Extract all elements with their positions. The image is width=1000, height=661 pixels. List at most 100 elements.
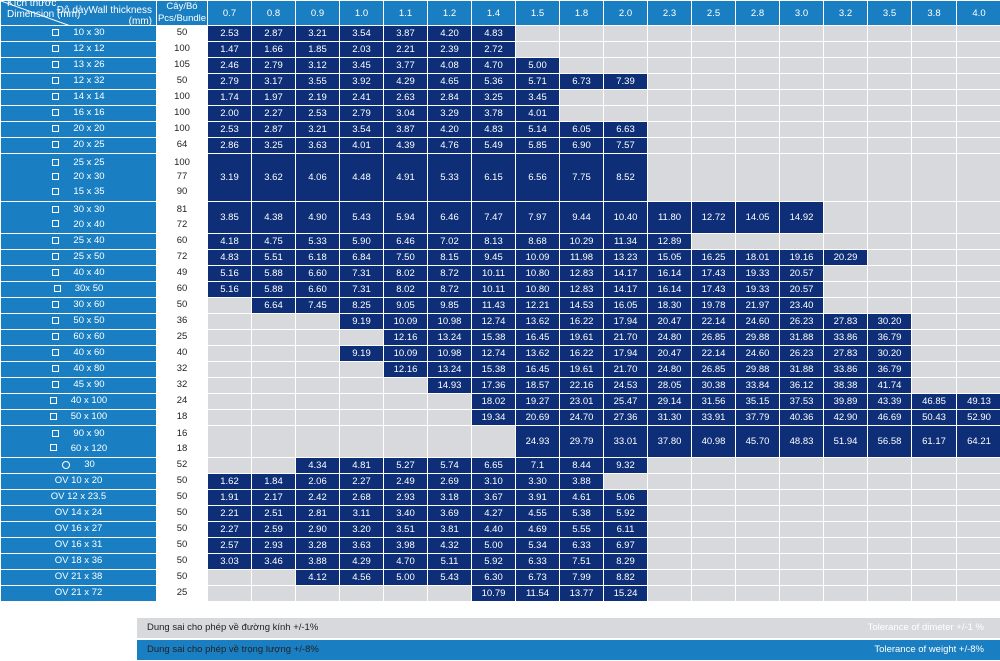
weight-cell: 6.84 [339, 249, 384, 266]
weight-cell: 22.14 [691, 313, 736, 330]
weight-cell: 46.85 [911, 393, 957, 410]
weight-cell: 8.52 [603, 153, 648, 202]
weight-cell: 3.18 [427, 489, 472, 506]
empty-cell [956, 153, 1000, 202]
weight-cell: 10.80 [515, 265, 560, 282]
empty-cell [823, 89, 868, 106]
weight-cell: 15.38 [471, 329, 516, 346]
pcs-cell: 81 72 [156, 201, 208, 234]
dimension-value: 13 x 26 [73, 59, 105, 71]
empty-cell [295, 409, 340, 426]
weight-cell: 6.97 [603, 537, 648, 554]
empty-cell [956, 457, 1000, 474]
dimension-cell: OV 16 x 31 [0, 537, 157, 554]
weight-cell: 6.46 [383, 233, 428, 250]
weight-cell: 2.17 [251, 489, 296, 506]
empty-cell [735, 585, 780, 602]
table-row: 25 x 40 60 4.18 4.75 5.33 5.90 6.46 7.02 8.13 8.6… [0, 233, 1000, 250]
empty-cell [603, 473, 648, 490]
weight-cell: 33.86 [823, 329, 868, 346]
table-row: OV 18 x 36 50 3.03 3.46 3.88 4.29 4.70 5.11 5.92… [0, 553, 1000, 570]
empty-cell [867, 153, 912, 202]
weight-cell: 1.47 [207, 41, 252, 58]
empty-cell [823, 233, 868, 250]
weight-cell: 3.21 [295, 25, 340, 42]
empty-cell [956, 137, 1000, 154]
weight-cell: 26.23 [779, 345, 824, 362]
dimension-line: 40 x 100 [2, 395, 156, 409]
weight-cell: 6.05 [559, 121, 604, 138]
empty-cell [823, 585, 868, 602]
empty-cell [956, 537, 1000, 554]
pcs-value: 32 [176, 379, 188, 391]
dimension-line: 50 x 50 [2, 315, 156, 329]
pcs-value: 50 [176, 27, 188, 39]
empty-cell [691, 121, 736, 138]
dimension-line: OV 18 x 36 [2, 555, 156, 569]
empty-cell [647, 569, 692, 586]
weight-cell: 9.44 [559, 201, 604, 234]
weight-cell: 26.85 [691, 361, 736, 378]
weight-cell: 10.11 [471, 281, 516, 298]
weight-cell: 3.17 [251, 73, 296, 90]
weight-cell: 2.51 [251, 505, 296, 522]
dimension-value: 30 [84, 459, 95, 471]
weight-cell: 19.33 [735, 265, 780, 282]
weight-cell: 3.77 [383, 57, 428, 74]
weight-cell: 6.30 [471, 569, 516, 586]
table-row: 40 x 80 32 12.16 13.24 15.38 16.45 19.61 21.70 2… [0, 361, 1000, 378]
weight-cell: 4.27 [471, 505, 516, 522]
empty-cell [823, 569, 868, 586]
empty-cell [735, 105, 780, 122]
thickness-col-1-5: 1.5 [515, 0, 560, 26]
table-row: OV 16 x 31 50 2.57 2.93 3.28 3.63 3.98 4.32 5.00… [0, 537, 1000, 554]
square-section-icon [52, 317, 60, 325]
weight-cell: 7.31 [339, 281, 384, 298]
weight-cell: 6.33 [559, 537, 604, 554]
weight-cell: 4.08 [427, 57, 472, 74]
dimension-value: 20 x 30 [73, 171, 105, 183]
table-body: 10 x 30 50 2.53 2.87 3.21 3.54 3.87 4.20 4.83 12 … [0, 25, 1000, 602]
dimension-cell: 45 x 90 [0, 377, 157, 394]
weight-cell: 37.53 [779, 393, 824, 410]
dimension-cell: 25 x 50 [0, 249, 157, 266]
empty-cell [956, 553, 1000, 570]
weight-cell: 36.79 [867, 361, 912, 378]
empty-cell [867, 233, 912, 250]
empty-cell [647, 121, 692, 138]
empty-cell [911, 553, 957, 570]
weight-cell: 5.51 [251, 249, 296, 266]
empty-cell [559, 25, 604, 42]
pcs-value: 105 [174, 59, 190, 71]
weight-cell: 7.99 [559, 569, 604, 586]
dimension-cell: 30 [0, 457, 157, 474]
table-row: 40 x 100 24 18.02 19.27 23.01 25.47 29.14 31.56… [0, 393, 1000, 410]
table-row: 30 52 4.34 4.81 5.27 5.74 6.65 7.1 8.44 9.32 [0, 457, 1000, 474]
dimension-vi: Kích thước [7, 0, 57, 10]
weight-cell: 22.16 [559, 377, 604, 394]
pcs-value: 64 [176, 139, 188, 151]
empty-cell [647, 457, 692, 474]
weight-cell: 4.32 [427, 537, 472, 554]
weight-cell: 5.16 [207, 265, 252, 282]
weight-cell: 12.83 [559, 265, 604, 282]
weight-cell: 3.25 [471, 89, 516, 106]
weight-cell: 50.43 [911, 409, 957, 426]
weight-cell: 4.06 [295, 153, 340, 202]
dimension-line: 45 x 90 [2, 379, 156, 393]
empty-cell [911, 265, 957, 282]
empty-cell [956, 265, 1000, 282]
empty-cell [956, 521, 1000, 538]
empty-cell [207, 457, 252, 474]
weight-cell: 2.59 [251, 521, 296, 538]
weight-cell: 15.05 [647, 249, 692, 266]
empty-cell [823, 505, 868, 522]
dimension-value: 25 x 40 [73, 235, 105, 247]
diameter-tolerance-vi: Dung sai cho phép về đường kính +/-1% [147, 622, 319, 633]
weight-cell: 2.21 [383, 41, 428, 58]
thickness-col-3-0: 3.0 [779, 0, 824, 26]
empty-cell [823, 105, 868, 122]
weight-cell: 13.24 [427, 329, 472, 346]
weight-cell: 2.86 [207, 137, 252, 154]
weight-cell: 21.97 [735, 297, 780, 314]
